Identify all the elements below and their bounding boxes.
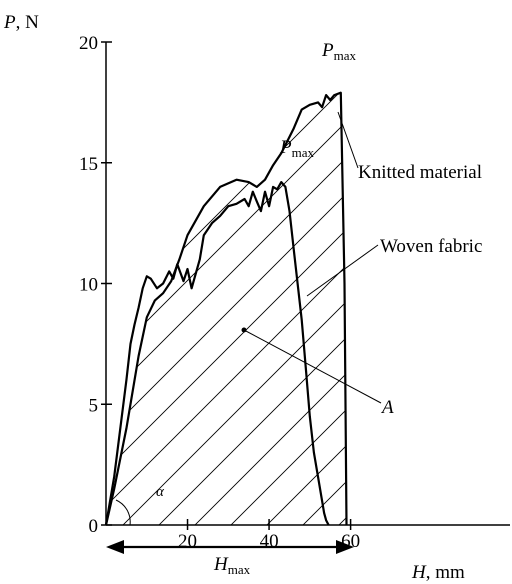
hmax-label: Hmax: [213, 554, 251, 577]
hatch-line: [335, 92, 347, 525]
hatch-line: [106, 92, 347, 525]
hatch-line: [263, 92, 347, 525]
hatch-line: [444, 0, 512, 584]
hatch-line: [480, 0, 512, 584]
woven-peak-label: Pmax: [279, 137, 314, 160]
y-axis-label: P, N: [3, 12, 39, 33]
woven-fabric-label: Woven fabric: [380, 236, 482, 257]
hatch-line: [372, 0, 512, 584]
hatch-line: [191, 92, 347, 525]
series-knitted-material: [104, 91, 348, 526]
hatch-line: [106, 92, 289, 525]
knitted-leader-line: [337, 111, 359, 169]
y-tick-label: 10: [79, 275, 98, 296]
hatch-line: [106, 92, 347, 525]
y-ticks: 0 5 10 15 20: [79, 33, 112, 537]
knitted-peak-label: Pmax: [321, 40, 356, 63]
y-tick-label: 15: [79, 154, 98, 175]
hatch-line: [0, 0, 72, 584]
hatch-line: [0, 0, 36, 584]
angle-label: α: [156, 484, 165, 500]
y-tick-label: 20: [79, 33, 98, 54]
series-woven-fabric: [104, 181, 330, 526]
knitted-material-label: Knitted material: [358, 162, 482, 183]
hatch-line: [155, 92, 347, 525]
hatch-line: [106, 92, 253, 525]
hatch-line: [106, 92, 347, 525]
hatch-line: [106, 92, 347, 525]
x-tick-label: 20: [178, 531, 197, 552]
hmax-arrow-left-head: [106, 540, 124, 554]
x-tick-label: 40: [260, 531, 279, 552]
hatch-line: [106, 92, 217, 525]
hatch-line: [106, 92, 145, 525]
x-axis-label: H, mm: [411, 562, 465, 583]
hatch-line: [106, 92, 347, 525]
area-a-label: A: [380, 397, 394, 418]
area-a-leader-line: [243, 329, 382, 404]
angle-arc: [115, 499, 131, 526]
woven-leader-line: [306, 244, 379, 297]
hatch-line: [106, 92, 347, 525]
hatch-line: [119, 92, 347, 525]
y-tick-label: 0: [89, 516, 99, 537]
hatch-line: [227, 92, 347, 525]
hatch-line: [408, 0, 512, 584]
hmax-arrow-right-head: [336, 540, 354, 554]
y-tick-label: 5: [89, 395, 99, 416]
